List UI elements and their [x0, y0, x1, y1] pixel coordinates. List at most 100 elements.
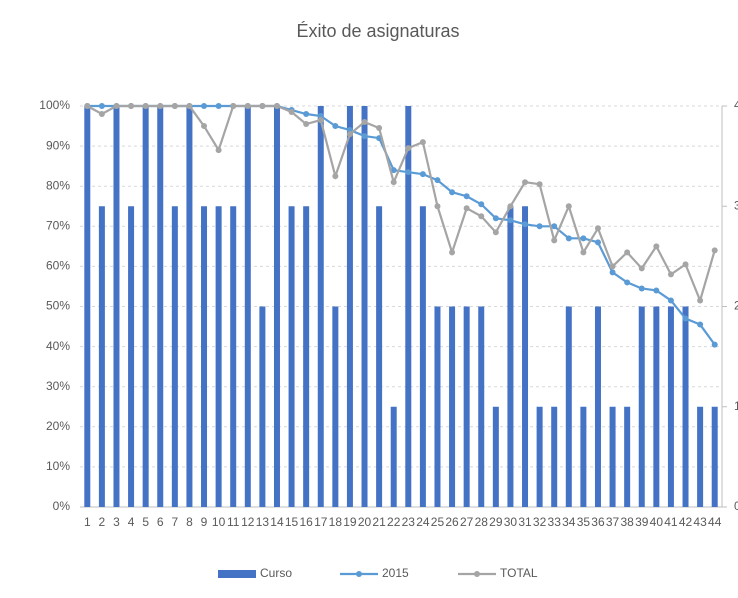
bar: [638, 306, 645, 507]
point: [128, 103, 135, 109]
x-tick-label: 13: [256, 515, 270, 529]
bar: [317, 106, 324, 507]
point: [492, 215, 499, 222]
point: [609, 269, 616, 276]
point: [259, 103, 266, 109]
point: [434, 177, 441, 184]
x-tick-label: 8: [186, 515, 193, 529]
y-tick-label: 80%: [46, 178, 70, 192]
x-tick-label: 29: [489, 515, 503, 529]
bar: [230, 206, 237, 507]
point: [522, 179, 529, 186]
bar: [201, 206, 208, 507]
point: [697, 321, 704, 328]
y-tick-label: 100%: [39, 98, 70, 112]
point: [653, 287, 660, 294]
point: [303, 121, 310, 128]
point: [98, 103, 105, 109]
point: [624, 279, 631, 286]
bar: [273, 106, 280, 507]
x-tick-label: 41: [664, 515, 678, 529]
point: [84, 103, 91, 109]
point: [580, 249, 587, 256]
point: [303, 111, 310, 118]
point: [551, 223, 558, 230]
bar: [536, 406, 543, 507]
point: [449, 249, 456, 256]
point: [594, 225, 601, 232]
y-tick-label: 90%: [46, 138, 70, 152]
y2-tick-label: 2: [734, 299, 738, 313]
x-tick-label: 4: [128, 515, 135, 529]
y2-tick-label: 4: [734, 98, 738, 112]
point: [682, 261, 689, 268]
y2-tick-label: 1: [734, 399, 738, 413]
x-tick-label: 11: [227, 515, 240, 529]
bar: [478, 306, 485, 507]
x-tick-label: 18: [329, 515, 343, 529]
point: [215, 103, 222, 109]
point: [390, 179, 397, 186]
point: [624, 249, 631, 256]
y-tick-label: 40%: [46, 339, 70, 353]
legend-swatch: [218, 570, 256, 578]
bar: [303, 206, 310, 507]
bar: [376, 206, 383, 507]
bar: [419, 206, 426, 507]
x-tick-label: 43: [693, 515, 707, 529]
bar: [667, 306, 674, 507]
x-tick-label: 44: [708, 515, 722, 529]
point: [478, 213, 485, 220]
x-tick-label: 27: [460, 515, 474, 529]
x-tick-label: 40: [650, 515, 664, 529]
x-tick-label: 6: [157, 515, 164, 529]
x-tick-label: 15: [285, 515, 299, 529]
line: [86, 104, 716, 304]
point: [667, 271, 674, 278]
bar: [624, 406, 631, 507]
bar: [84, 106, 91, 507]
bar: [697, 406, 704, 507]
x-tick-label: 37: [606, 515, 620, 529]
point: [697, 297, 704, 304]
x-tick-label: 26: [445, 515, 459, 529]
point: [273, 103, 280, 109]
point: [142, 103, 149, 109]
point: [463, 193, 470, 200]
x-tick-label: 20: [358, 515, 372, 529]
x-tick-label: 17: [314, 515, 328, 529]
y-tick-label: 20%: [46, 419, 70, 433]
x-tick-label: 39: [635, 515, 649, 529]
x-tick-label: 30: [504, 515, 518, 529]
point: [244, 103, 251, 109]
point: [638, 285, 645, 292]
x-tick-label: 24: [416, 515, 430, 529]
y-tick-label: 50%: [46, 299, 70, 313]
point: [638, 265, 645, 272]
x-tick-label: 2: [99, 515, 106, 529]
bar: [594, 306, 601, 507]
bar: [288, 206, 295, 507]
point: [346, 131, 353, 138]
legend-label: Curso: [260, 566, 292, 580]
point: [594, 239, 601, 246]
y2-tick-label: 0: [734, 499, 738, 513]
x-tick-label: 28: [475, 515, 489, 529]
x-tick-label: 31: [518, 515, 532, 529]
bar: [171, 206, 178, 507]
point: [711, 247, 718, 254]
y-tick-label: 70%: [46, 218, 70, 232]
x-tick-label: 38: [620, 515, 634, 529]
point: [405, 169, 412, 176]
point: [376, 125, 383, 132]
x-tick-label: 12: [241, 515, 255, 529]
x-tick-label: 16: [299, 515, 313, 529]
bar: [565, 306, 572, 507]
point: [492, 229, 499, 236]
x-tick-label: 32: [533, 515, 547, 529]
x-tick-label: 21: [372, 515, 386, 529]
point: [682, 315, 689, 322]
x-tick-label: 42: [679, 515, 693, 529]
point: [361, 119, 368, 126]
